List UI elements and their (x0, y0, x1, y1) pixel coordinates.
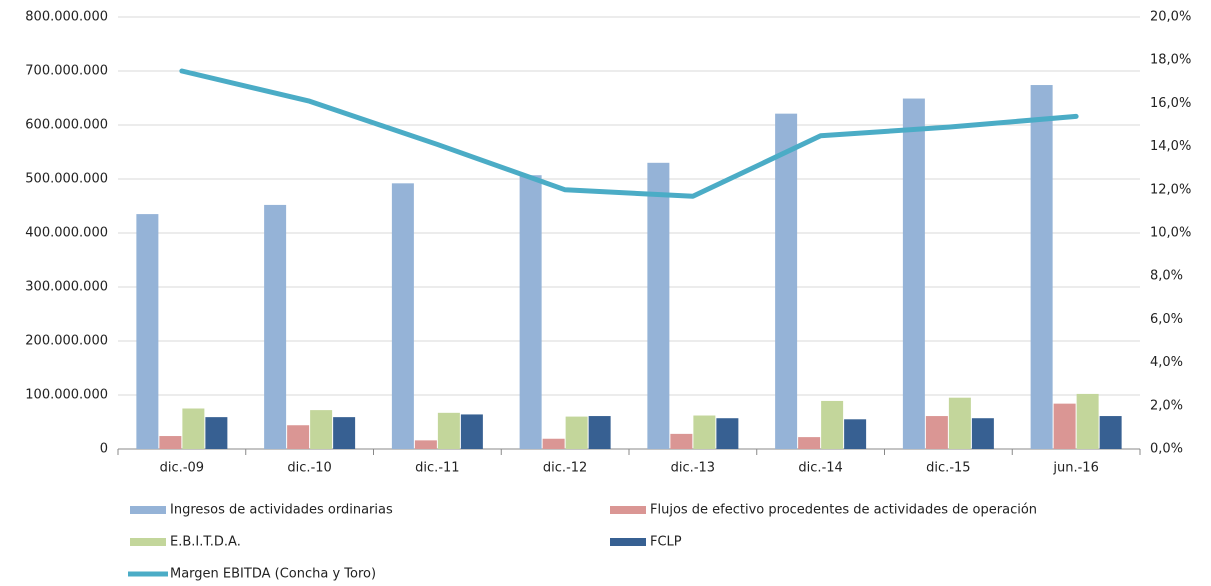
x-tick-label: dic.-13 (671, 461, 715, 476)
y2-tick-label: 16,0% (1150, 96, 1191, 111)
legend-label: Ingresos de actividades ordinarias (170, 503, 393, 518)
y-tick-label: 400.000.000 (25, 226, 108, 241)
legend-key (130, 538, 166, 546)
bar (1099, 416, 1122, 449)
y2-tick-label: 12,0% (1150, 182, 1191, 197)
bar (136, 214, 159, 449)
legend-label: Margen EBITDA (Concha y Toro) (170, 567, 376, 582)
y2-tick-label: 4,0% (1150, 355, 1183, 370)
bar (588, 416, 611, 449)
x-tick-label: dic.-12 (543, 461, 587, 476)
bar (948, 397, 971, 449)
legend-key (130, 506, 166, 514)
bar (716, 418, 739, 449)
bar (287, 425, 310, 449)
bar (333, 417, 356, 449)
bar (542, 438, 565, 449)
bar (1030, 85, 1053, 449)
x-tick-label: dic.-11 (415, 461, 459, 476)
y-tick-label: 500.000.000 (25, 172, 108, 187)
legend-label: E.B.I.T.D.A. (170, 535, 241, 550)
y2-tick-label: 0,0% (1150, 442, 1183, 457)
bar (775, 113, 798, 449)
bar (519, 175, 542, 449)
y2-tick-label: 14,0% (1150, 139, 1191, 154)
y-tick-label: 700.000.000 (25, 64, 108, 79)
y2-tick-label: 18,0% (1150, 53, 1191, 68)
bar (437, 412, 460, 449)
bar (310, 410, 333, 449)
legend-label: Flujos de efectivo procedentes de activi… (650, 503, 1037, 518)
x-tick-label: dic.-09 (160, 461, 204, 476)
bar (205, 417, 228, 449)
x-tick-label: dic.-14 (798, 461, 842, 476)
y2-tick-label: 20,0% (1150, 10, 1191, 25)
y-tick-label: 600.000.000 (25, 118, 108, 133)
bar (565, 416, 588, 449)
y2-tick-label: 8,0% (1150, 269, 1183, 284)
bar (1076, 393, 1099, 449)
bar (1053, 403, 1076, 449)
bar (902, 98, 925, 449)
x-tick-label: dic.-15 (926, 461, 970, 476)
bar (460, 414, 483, 449)
legend-label: FCLP (650, 535, 682, 550)
y-tick-label: 100.000.000 (25, 388, 108, 403)
bar (693, 415, 716, 449)
y-tick-label: 800.000.000 (25, 10, 108, 25)
bar (844, 419, 867, 449)
bar (391, 183, 414, 449)
bar (264, 204, 287, 449)
line (179, 68, 1079, 199)
y-tick-label: 200.000.000 (25, 334, 108, 349)
x-tick-label: jun.-16 (1052, 461, 1098, 476)
y2-tick-label: 10,0% (1150, 226, 1191, 241)
bar (670, 433, 693, 449)
y-tick-label: 300.000.000 (25, 280, 108, 295)
legend-key (610, 538, 646, 546)
bar (647, 162, 670, 450)
y-tick-label: 0 (100, 442, 108, 457)
bar (821, 400, 844, 449)
legend-key (610, 506, 646, 514)
bar (798, 437, 821, 449)
bar (182, 408, 205, 449)
bar (971, 418, 994, 449)
y2-tick-label: 2,0% (1150, 398, 1183, 413)
bar (159, 436, 182, 449)
bar (925, 416, 948, 449)
bar (414, 440, 437, 449)
y2-tick-label: 6,0% (1150, 312, 1183, 327)
x-tick-label: dic.-10 (287, 461, 331, 476)
